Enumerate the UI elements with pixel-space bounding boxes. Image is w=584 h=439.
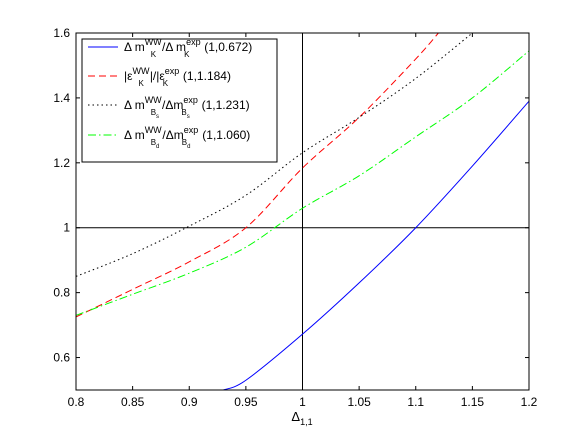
- y-axis-ticks: [76, 32, 529, 359]
- y-tick-label: 1.2: [53, 156, 70, 170]
- x-tick-label: 1: [299, 395, 306, 409]
- series-line-2: [76, 33, 439, 318]
- series-line-3: [76, 33, 473, 277]
- series-layer: [76, 33, 529, 390]
- y-tick-label: 1.6: [53, 26, 70, 40]
- legend-entry-1: Δ mWW K/Δ mexp K (1,0.672): [124, 37, 252, 59]
- x-tick-label: 0.8: [68, 395, 85, 409]
- legend: Δ mWW K/Δ mexp K (1,0.672) |εWW K|/|εexp K (1…: [81, 37, 278, 163]
- x-axis-ticks: [75, 33, 530, 390]
- legend-box: [81, 38, 278, 163]
- x-axis-label-sub: 1,1: [300, 417, 313, 427]
- x-tick-label: 1.1: [407, 395, 424, 409]
- legend-entry-4: Δ mWW Bd/Δmexp Bd (1,1.060): [124, 125, 250, 150]
- x-tick-label: 1.2: [521, 395, 538, 409]
- y-tick-label: 1.4: [53, 91, 70, 105]
- series-line-4: [76, 50, 529, 316]
- x-axis-tick-labels: 0.8 0.85 0.9 0.95 1 1.05 1.1 1.15 1.2: [68, 395, 538, 409]
- x-tick-label: 0.9: [181, 395, 198, 409]
- y-tick-label: 0.6: [53, 351, 70, 365]
- x-tick-label: 1.05: [347, 395, 371, 409]
- x-tick-label: 0.95: [234, 395, 258, 409]
- series-line-1: [223, 100, 529, 390]
- x-axis-label: Δ1,1: [291, 409, 312, 427]
- legend-entry-3: Δ mWW Bs/Δmexp Bs (1,1.231): [124, 95, 250, 120]
- x-tick-label: 1.15: [461, 395, 485, 409]
- legend-entry-2: |εWW K|/|εexp K (1,1.184): [124, 66, 231, 88]
- x-axis-label-main: Δ: [291, 409, 300, 424]
- y-axis-tick-labels: 0.6 0.8 1 1.2 1.4 1.6: [53, 26, 70, 365]
- x-tick-label: 0.85: [121, 395, 145, 409]
- y-tick-label: 0.8: [53, 286, 70, 300]
- reference-lines: [76, 33, 529, 390]
- y-tick-label: 1: [63, 221, 70, 235]
